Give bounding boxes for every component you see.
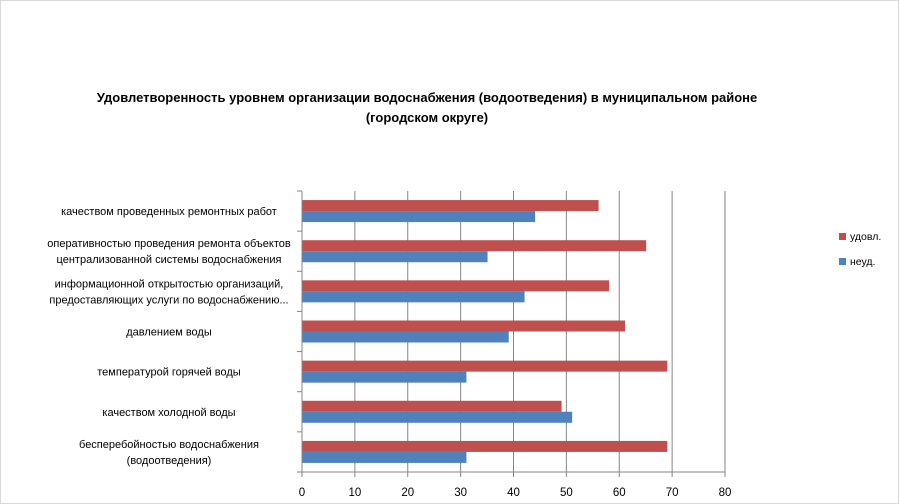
- bar-satisfied: [302, 400, 562, 412]
- category-label: централизованной системы водоснабжения: [57, 254, 282, 266]
- category-label: (водоотведения): [127, 455, 212, 467]
- bar-dissatisfied: [302, 411, 573, 423]
- bar-satisfied: [302, 360, 668, 372]
- chart-title: Удовлетворенность уровнем организации во…: [97, 90, 758, 125]
- bar-dissatisfied: [302, 331, 509, 343]
- category-label: качеством проведенных ремонтных работ: [61, 206, 277, 218]
- x-tick-label: 20: [401, 487, 414, 499]
- legend-swatch: [839, 258, 846, 265]
- x-tick-label: 60: [613, 487, 626, 499]
- bar-satisfied: [302, 240, 647, 252]
- bar-satisfied: [302, 320, 626, 332]
- category-label: предоставляющих услуги по водоснабжению.…: [49, 294, 288, 306]
- legend: удовл. неуд.: [839, 231, 881, 268]
- bar-satisfied: [302, 440, 668, 452]
- chart-title-line: Удовлетворенность уровнем организации во…: [97, 90, 758, 105]
- bar-dissatisfied: [302, 371, 467, 383]
- category-label: информационной открытостью организаций,: [55, 278, 284, 290]
- category-labels: качеством проведенных ремонтных работ опе…: [47, 206, 291, 467]
- bar-satisfied: [302, 280, 610, 292]
- legend-label: удовл.: [850, 231, 881, 243]
- x-tick-label: 0: [299, 487, 305, 499]
- category-label: бесперебойностью водоснабжения: [79, 439, 259, 451]
- bars: [302, 200, 668, 463]
- category-label: давлением воды: [126, 327, 212, 339]
- x-tick-label: 50: [560, 487, 573, 499]
- x-tick-label: 40: [507, 487, 520, 499]
- bar-dissatisfied: [302, 251, 488, 263]
- category-label: оперативностью проведения ремонта объект…: [47, 238, 291, 250]
- bar-dissatisfied: [302, 211, 536, 223]
- axes: [297, 190, 726, 477]
- tick-labels: 0 10 20 30 40 50 60 70 80: [299, 487, 732, 499]
- bar-dissatisfied: [302, 451, 467, 463]
- category-label: качеством холодной воды: [102, 407, 235, 419]
- chart-title-line: (городском округе): [366, 110, 488, 125]
- bar-dissatisfied: [302, 291, 525, 303]
- x-tick-label: 10: [348, 487, 361, 499]
- legend-swatch: [839, 233, 846, 240]
- x-tick-label: 80: [719, 487, 732, 499]
- category-label: температурой горячей воды: [97, 367, 241, 379]
- bar-satisfied: [302, 200, 599, 212]
- legend-label: неуд.: [850, 256, 875, 268]
- x-tick-label: 70: [666, 487, 679, 499]
- x-tick-label: 30: [454, 487, 467, 499]
